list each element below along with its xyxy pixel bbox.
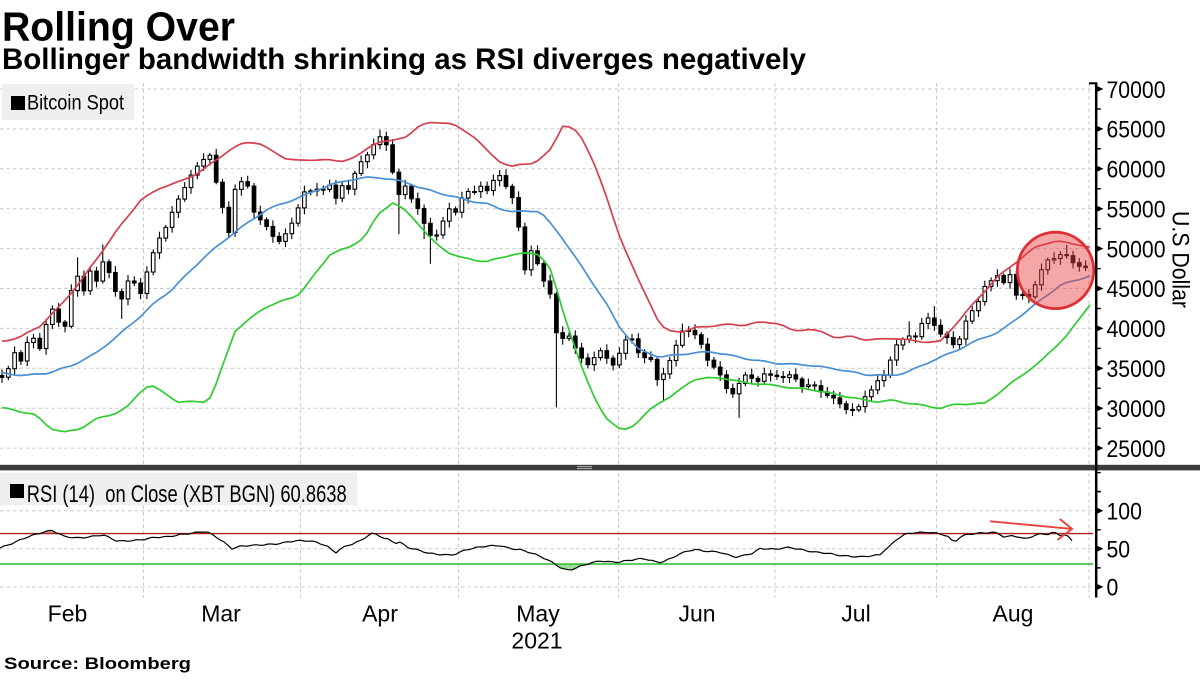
svg-text:2021: 2021 (511, 628, 562, 654)
svg-text:40000: 40000 (1107, 316, 1166, 343)
svg-text:100: 100 (1107, 499, 1142, 526)
svg-text:Apr: Apr (362, 601, 398, 627)
svg-text:Bollinger bandwidth shrinking: Bollinger bandwidth shrinking as RSI div… (2, 43, 806, 76)
svg-text:45000: 45000 (1107, 276, 1166, 303)
svg-text:55000: 55000 (1107, 196, 1166, 223)
svg-text:Mar: Mar (201, 601, 241, 627)
svg-text:Jun: Jun (678, 601, 715, 627)
svg-text:Bitcoin Spot: Bitcoin Spot (27, 92, 124, 115)
svg-text:Source: Bloomberg: Source: Bloomberg (4, 654, 191, 673)
svg-text:50: 50 (1107, 537, 1131, 564)
svg-text:Feb: Feb (48, 601, 88, 627)
svg-text:0: 0 (1107, 575, 1119, 602)
svg-text:U.S Dollar: U.S Dollar (1167, 211, 1194, 308)
svg-text:35000: 35000 (1107, 356, 1166, 383)
svg-text:Aug: Aug (993, 601, 1034, 627)
svg-text:65000: 65000 (1107, 117, 1166, 144)
svg-text:25000: 25000 (1107, 436, 1166, 463)
svg-text:60000: 60000 (1107, 157, 1166, 184)
svg-text:RSI (14) on Close (XBT BGN) 6: RSI (14) on Close (XBT BGN) 60.8638 (27, 481, 347, 508)
svg-text:30000: 30000 (1107, 396, 1166, 423)
svg-text:70000: 70000 (1107, 77, 1166, 104)
svg-text:50000: 50000 (1107, 236, 1166, 263)
svg-text:Rolling Over: Rolling Over (2, 3, 235, 49)
svg-text:May: May (516, 601, 560, 627)
svg-text:Jul: Jul (841, 601, 870, 627)
